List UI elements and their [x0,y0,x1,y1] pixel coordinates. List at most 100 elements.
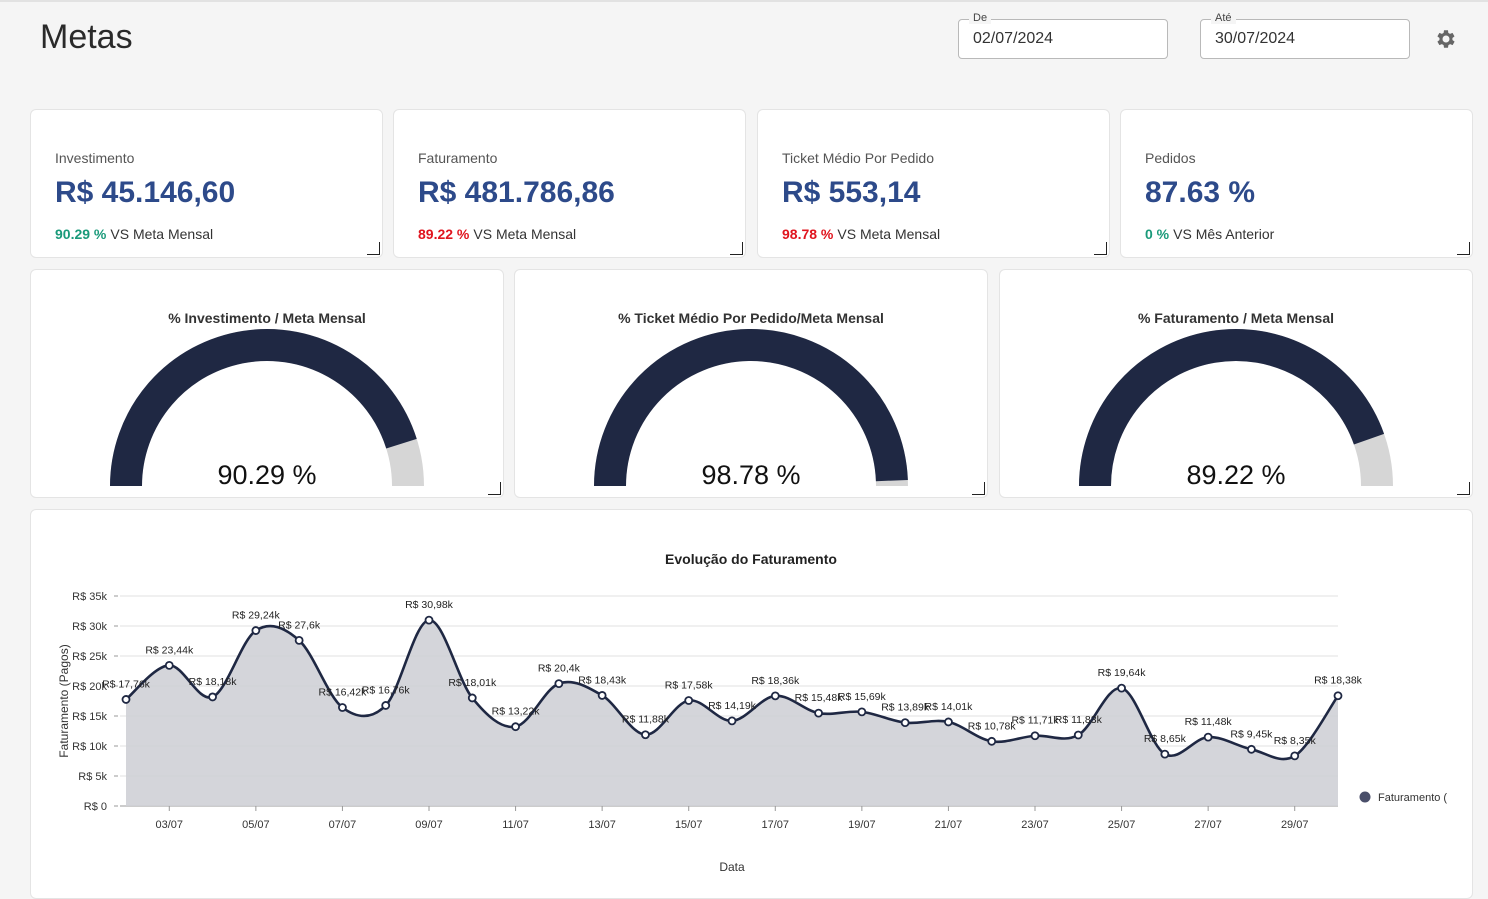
x-tick-label: 29/07 [1281,819,1309,831]
kpi-suffix: VS Meta Mensal [110,226,214,242]
kpi-pct: 90.29 % [55,226,107,242]
resize-handle-icon[interactable] [367,242,380,255]
kpi-suffix: VS Mês Anterior [1173,226,1275,242]
data-point [511,722,520,732]
kpi-comparison: 89.22 % VS Meta Mensal [418,226,576,242]
x-tick-label: 13/07 [588,819,616,831]
y-tick-label: R$ 0 [84,801,107,813]
kpi-pct: 89.22 % [418,226,470,242]
data-point [684,696,694,705]
data-point [381,701,391,710]
gauge-value: 90.29 % [217,460,317,490]
kpi-label: Faturamento [418,150,498,166]
data-point [987,736,997,746]
gauge-card-ticket-medio: % Ticket Médio Por Pedido/Meta Mensal 98… [514,269,988,498]
data-point [424,615,434,625]
data-label: R$ 15,48k [795,692,844,704]
data-point [857,707,867,717]
resize-handle-icon[interactable] [730,242,743,255]
date-to-field[interactable]: Até 30/07/2024 [1200,12,1410,59]
chart-title: Evolução do Faturamento [665,551,837,567]
data-point [294,635,304,645]
top-border [0,0,1488,2]
data-point [1333,691,1343,701]
gauge-fill [1079,329,1385,487]
gauge-value: 89.22 % [1186,460,1286,490]
kpi-comparison: 98.78 % VS Meta Mensal [782,226,940,242]
data-label: R$ 10,78k [968,720,1017,732]
kpi-label: Investimento [55,150,135,166]
kpi-value: R$ 553,14 [782,176,921,209]
x-tick-label: 03/07 [156,819,184,831]
data-point [1290,751,1300,761]
x-tick-label: 07/07 [329,819,357,831]
gauge-chart [594,329,908,487]
resize-handle-icon[interactable] [972,482,985,495]
data-point [1073,730,1083,740]
data-label: R$ 18,38k [1314,675,1363,687]
kpi-comparison: 0 % VS Mês Anterior [1145,226,1274,242]
y-tick-label: R$ 20k [72,681,107,693]
x-tick-label: 21/07 [935,819,963,831]
data-label: R$ 16,42k [318,686,367,698]
data-label: R$ 23,44k [145,644,194,656]
y-tick-label: R$ 30k [72,621,107,633]
gauge-title: % Ticket Médio Por Pedido/Meta Mensal [618,310,884,326]
kpi-pct: 98.78 % [782,226,834,242]
data-label: R$ 11,48k [1185,716,1233,728]
gauge-chart [110,329,424,487]
resize-handle-icon[interactable] [1094,242,1107,255]
data-label: R$ 11,71k [1011,715,1059,727]
y-axis-label: Faturamento (Pagos) [57,644,71,757]
data-point [814,708,823,718]
kpi-card-ticket-medio: Ticket Médio Por Pedido R$ 553,14 98.78 … [757,109,1110,258]
kpi-value: R$ 481.786,86 [418,176,615,209]
y-tick-label: R$ 5k [78,771,107,783]
x-tick-label: 25/07 [1108,819,1136,831]
resize-handle-icon[interactable] [1457,242,1470,255]
series-area [126,620,1338,806]
kpi-suffix: VS Meta Mensal [473,226,577,242]
data-point [944,717,953,727]
data-point [1247,744,1256,754]
y-tick-label: R$ 10k [72,741,107,753]
resize-handle-icon[interactable] [1457,482,1470,495]
data-label: R$ 8,35k [1274,735,1317,747]
date-from-label: De [969,12,992,24]
data-label: R$ 18,43k [578,674,627,686]
x-tick-label: 15/07 [675,819,703,831]
kpi-value: 87.63 % [1145,176,1256,209]
gauge-title: % Faturamento / Meta Mensal [1137,310,1335,326]
x-tick-label: 19/07 [848,819,876,831]
kpi-card-faturamento: Faturamento R$ 481.786,86 89.22 % VS Meta… [393,109,746,258]
data-point [251,626,261,635]
date-from-value[interactable]: 02/07/2024 [973,30,1054,47]
resize-handle-icon[interactable] [488,482,501,495]
date-to-value[interactable]: 30/07/2024 [1215,30,1296,47]
data-point [121,695,131,704]
data-point [164,660,174,670]
gauge-card-faturamento: % Faturamento / Meta Mensal 89.22 % [999,269,1473,498]
date-from-field[interactable]: De 02/07/2024 [958,12,1168,59]
gauge-title: % Investimento / Meta Mensal [168,310,366,326]
faturamento-area-chart: Evolução do Faturamento R$ 0 R$ 5k R$ 10k R$… [57,551,1447,874]
kpi-pct: 0 % [1145,226,1170,242]
data-label: R$ 13,89k [881,702,930,714]
data-label: R$ 15,69k [838,691,887,703]
data-label: R$ 14,01k [924,701,973,713]
data-label: R$ 9,45k [1230,728,1273,740]
data-label: R$ 14,19k [708,700,757,712]
kpi-card-pedidos: Pedidos 87.63 % 0 % VS Mês Anterior [1120,109,1473,258]
data-point [208,692,217,702]
legend-label: Faturamento ( [1378,792,1447,804]
y-tick-label: R$ 35k [72,591,107,603]
x-tick-label: 11/07 [502,819,529,831]
gear-icon[interactable] [1434,27,1458,51]
series-line [125,618,1340,761]
data-point [554,679,564,689]
data-label: R$ 8,65k [1144,733,1187,745]
chart-card-faturamento: Evolução do Faturamento R$ 0 R$ 5k R$ 10k R$… [30,509,1473,899]
x-tick-label: 09/07 [415,819,443,831]
data-point [641,730,650,740]
date-to-label: Até [1211,12,1236,24]
